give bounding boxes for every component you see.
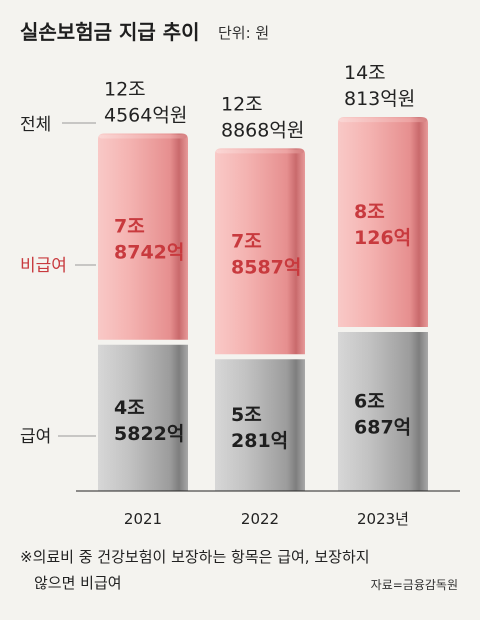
bar-non-benefit-2022	[215, 148, 305, 355]
chart-title: 실손보험금 지급 추이	[20, 20, 200, 44]
legend-total: 전체	[20, 115, 51, 135]
bar-non-benefit-2023년	[338, 117, 428, 328]
label-benefit-2021: 4조 5822억	[114, 397, 184, 445]
label-benefit-2023년-line-1: 6조	[354, 391, 385, 413]
bar-benefit-2023년	[338, 332, 428, 491]
label-benefit-2021-line-2: 5822억	[114, 423, 184, 445]
label-benefit-2023년: 6조 687억	[354, 391, 411, 439]
label-non-benefit-2022-line-1: 7조	[231, 230, 262, 252]
x-tick-2022: 2022	[241, 510, 279, 528]
bar-non-benefit-2021	[98, 133, 188, 340]
bar-benefit-2021	[98, 344, 188, 491]
footnote-line-2: 않으면 비급여	[34, 574, 122, 592]
bar-benefit-2022	[215, 359, 305, 491]
label-non-benefit-2023년: 8조 126억	[354, 201, 411, 249]
label-total-2021-line-2: 4564억원	[104, 104, 187, 126]
label-total-2021: 12조 4564억원	[104, 78, 187, 126]
label-total-2023년-line-1: 14조	[344, 62, 386, 84]
label-non-benefit-2023년-line-1: 8조	[354, 201, 385, 223]
label-non-benefit-2022-line-2: 8587억	[231, 256, 301, 278]
bar-cap-2023년	[339, 118, 427, 123]
label-total-2022: 12조 8868억원	[221, 93, 304, 141]
label-benefit-2023년-line-2: 687억	[354, 417, 411, 439]
label-total-2023년: 14조 813억원	[344, 62, 415, 110]
label-total-2022-line-1: 12조	[221, 93, 263, 115]
label-non-benefit-2022: 7조 8587억	[231, 230, 301, 278]
label-non-benefit-2021-line-1: 7조	[114, 216, 145, 238]
label-benefit-2021-line-1: 4조	[114, 397, 145, 419]
legend-non-benefit: 비급여	[20, 256, 67, 276]
x-tick-2021: 2021	[124, 510, 162, 528]
label-total-2023년-line-2: 813억원	[344, 88, 415, 110]
bar-cap-2021	[99, 134, 187, 139]
label-non-benefit-2021: 7조 8742억	[114, 216, 184, 264]
x-tick-2023년: 2023년	[357, 510, 409, 528]
label-total-2021-line-1: 12조	[104, 78, 146, 100]
legend-benefit: 급여	[20, 427, 51, 447]
label-benefit-2022-line-1: 5조	[231, 404, 262, 426]
footnote-line-1: ※의료비 중 건강보험이 보장하는 항목은 급여, 보장하지	[20, 548, 370, 566]
label-benefit-2022-line-2: 281억	[231, 430, 288, 452]
label-non-benefit-2021-line-2: 8742억	[114, 242, 184, 264]
label-non-benefit-2023년-line-2: 126억	[354, 227, 411, 249]
bar-cap-2022	[216, 149, 304, 154]
unit-label: 단위: 원	[218, 24, 269, 42]
label-total-2022-line-2: 8868억원	[221, 119, 304, 141]
source-label: 자료=금융감독원	[371, 578, 458, 592]
label-benefit-2022: 5조 281억	[231, 404, 288, 452]
